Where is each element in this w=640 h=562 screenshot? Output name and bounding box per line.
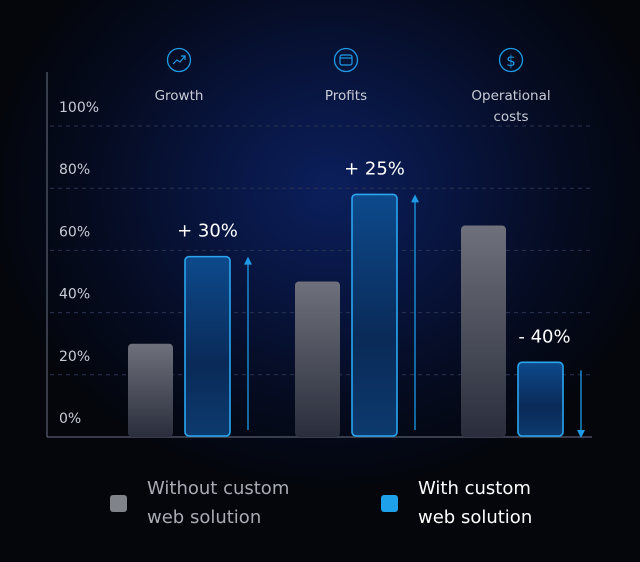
wallet-icon (333, 47, 359, 73)
trending-up-icon (166, 47, 192, 73)
category-label: Profits (325, 88, 367, 104)
icon-ring (333, 47, 359, 73)
category-label: Operational (471, 88, 550, 104)
trending-up-glyph (172, 55, 186, 65)
dollar-icon: $ (498, 47, 524, 73)
legend-item-with: With custom web solution (381, 474, 588, 532)
y-tick-label: 100% (59, 100, 99, 116)
change-annotation: + 25% (344, 158, 405, 179)
bar-without-2 (461, 225, 506, 437)
bar-with-2 (517, 361, 564, 437)
legend-label-line: web solution (147, 507, 262, 528)
dollar-glyph: $ (506, 52, 516, 70)
bar-without-1 (295, 281, 340, 437)
legend-label-line: With custom (418, 478, 531, 499)
y-tick-label: 20% (59, 349, 90, 365)
legend-label-line: Without custom (147, 478, 290, 499)
wallet-glyph (339, 54, 353, 66)
bar-with-0 (184, 255, 231, 437)
bar-with-1 (351, 193, 398, 437)
legend-swatch-blue (381, 494, 398, 512)
legend-swatch-gray (110, 494, 127, 512)
change-annotation: + 30% (177, 221, 238, 242)
y-tick-label: 40% (59, 287, 90, 303)
legend-label-line: web solution (418, 507, 533, 528)
arrow-down-icon (577, 430, 585, 438)
icon-ring (166, 47, 192, 73)
legend-item-without: Without custom web solution (110, 474, 317, 532)
icon-ring (498, 47, 524, 73)
change-annotation: - 40% (518, 326, 570, 347)
y-tick-label: 60% (59, 224, 90, 240)
arrow-up-icon (411, 194, 419, 203)
category-label: Growth (155, 88, 204, 104)
bar-without-0 (128, 343, 173, 437)
y-tick-label: 80% (59, 162, 90, 178)
category-label: costs (493, 109, 528, 125)
arrow-up-icon (244, 256, 252, 265)
y-tick-label: 0% (59, 411, 81, 427)
